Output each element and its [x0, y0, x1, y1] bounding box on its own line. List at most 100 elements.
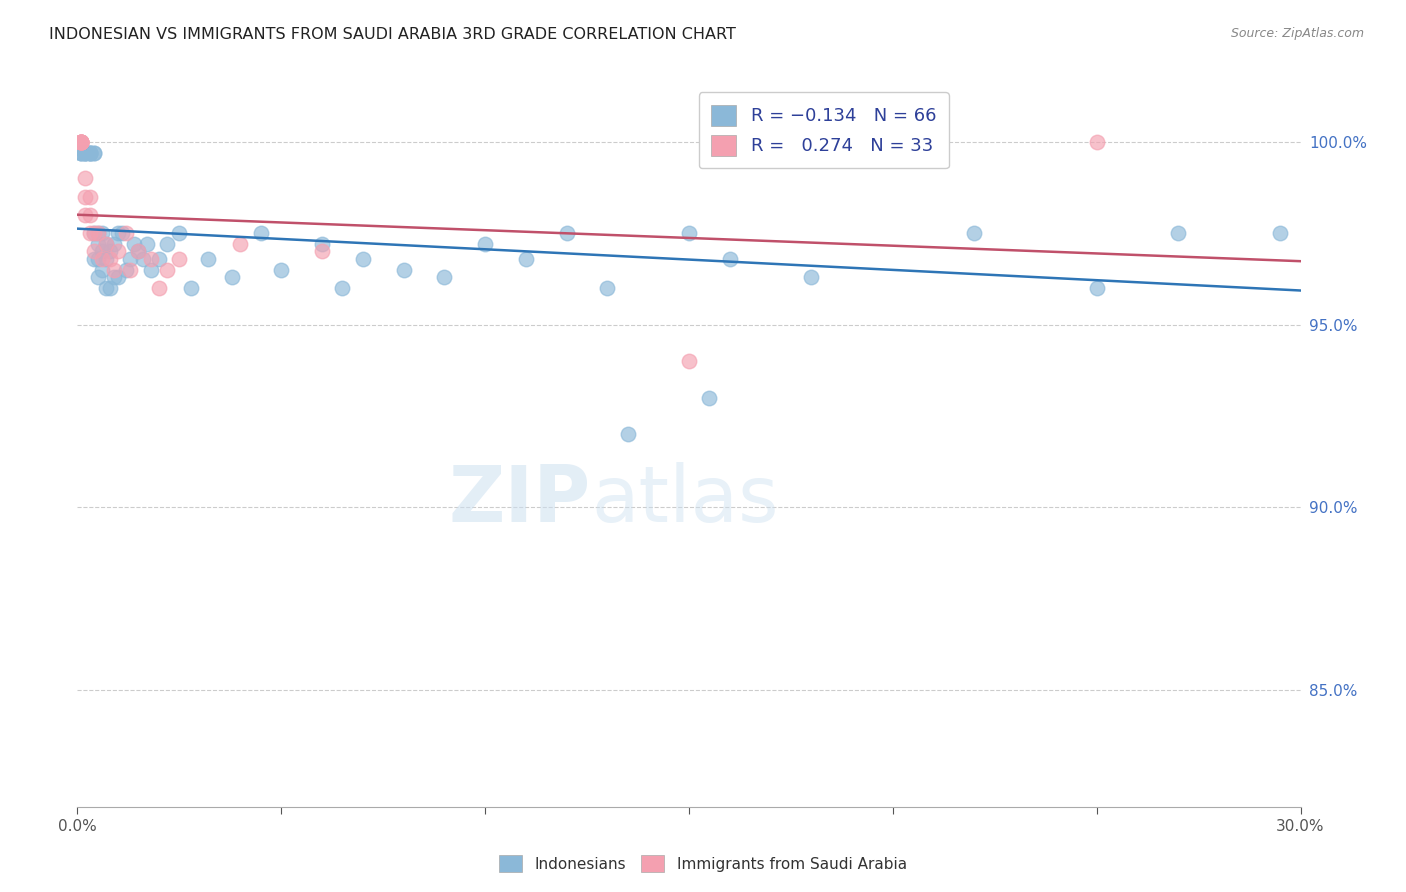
Text: INDONESIAN VS IMMIGRANTS FROM SAUDI ARABIA 3RD GRADE CORRELATION CHART: INDONESIAN VS IMMIGRANTS FROM SAUDI ARAB… [49, 27, 737, 42]
Point [70, 135, 93, 149]
Point [75, 145, 97, 160]
Point [87, 237, 110, 252]
Point [70, 145, 93, 160]
Point [169, 252, 191, 266]
Point [70, 135, 93, 149]
Point [70, 135, 93, 149]
Point [79, 145, 101, 160]
Point [90, 252, 112, 266]
Text: atlas: atlas [591, 462, 779, 538]
Point [70, 135, 93, 149]
Point [800, 270, 823, 285]
Point [70, 135, 93, 149]
Point [98, 252, 121, 266]
Point [148, 281, 170, 295]
Point [1085, 135, 1108, 149]
Point [678, 354, 700, 368]
Point [75, 189, 97, 203]
Point [115, 226, 138, 240]
Point [197, 252, 219, 266]
Point [135, 237, 157, 252]
Point [156, 237, 179, 252]
Point [882, 135, 904, 149]
Point [75, 145, 97, 160]
Point [515, 252, 537, 266]
Point [70, 145, 93, 160]
Point [131, 252, 153, 266]
Point [120, 262, 142, 277]
Point [699, 391, 721, 405]
Point [94, 281, 117, 295]
Text: Source: ZipAtlas.com: Source: ZipAtlas.com [1230, 27, 1364, 40]
Point [103, 237, 125, 252]
Point [127, 244, 149, 259]
Point [107, 226, 129, 240]
Point [87, 226, 110, 240]
Point [169, 226, 191, 240]
Point [678, 226, 700, 240]
Point [90, 244, 112, 259]
Point [139, 252, 162, 266]
Point [90, 226, 112, 240]
Point [103, 262, 125, 277]
Point [433, 270, 456, 285]
Point [1167, 226, 1189, 240]
Point [111, 226, 134, 240]
Point [94, 237, 117, 252]
Point [103, 270, 125, 285]
Point [70, 135, 93, 149]
Point [617, 427, 640, 442]
Point [83, 226, 105, 240]
Point [83, 145, 105, 160]
Point [311, 237, 333, 252]
Point [474, 237, 496, 252]
Point [79, 208, 101, 222]
Point [1268, 226, 1291, 240]
Point [221, 270, 243, 285]
Point [94, 252, 117, 266]
Point [98, 244, 121, 259]
Point [250, 226, 273, 240]
Point [555, 226, 578, 240]
Point [124, 237, 146, 252]
Point [70, 145, 93, 160]
Legend: R = −0.134   N = 66, R =   0.274   N = 33: R = −0.134 N = 66, R = 0.274 N = 33 [699, 92, 949, 169]
Point [79, 189, 101, 203]
Point [87, 252, 110, 266]
Point [87, 270, 110, 285]
Point [1085, 281, 1108, 295]
Point [70, 135, 93, 149]
Point [75, 145, 97, 160]
Point [94, 237, 117, 252]
Text: ZIP: ZIP [449, 462, 591, 538]
Point [120, 252, 142, 266]
Point [392, 262, 415, 277]
Point [156, 262, 179, 277]
Point [83, 244, 105, 259]
Point [79, 226, 101, 240]
Point [83, 226, 105, 240]
Point [718, 252, 741, 266]
Point [107, 244, 129, 259]
Point [107, 270, 129, 285]
Point [229, 237, 252, 252]
Point [75, 145, 97, 160]
Point [270, 262, 292, 277]
Point [83, 145, 105, 160]
Point [115, 262, 138, 277]
Point [180, 281, 202, 295]
Point [963, 226, 986, 240]
Point [127, 244, 149, 259]
Point [90, 262, 112, 277]
Point [596, 281, 619, 295]
Point [311, 244, 333, 259]
Point [79, 145, 101, 160]
Point [98, 281, 121, 295]
Point [75, 171, 97, 186]
Point [75, 208, 97, 222]
Point [70, 135, 93, 149]
Point [83, 252, 105, 266]
Point [87, 226, 110, 240]
Point [79, 145, 101, 160]
Point [352, 252, 374, 266]
